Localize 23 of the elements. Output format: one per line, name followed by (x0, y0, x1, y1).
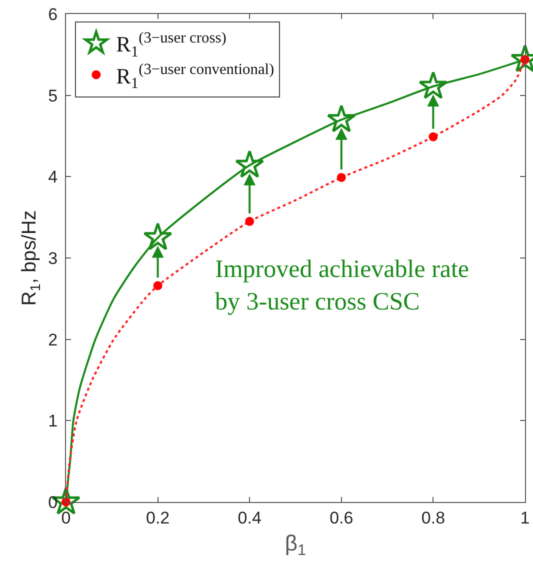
y-tick-label: 2 (48, 330, 58, 350)
point (235, 150, 264, 178)
x-tick-label: 0.6 (330, 508, 354, 528)
y-tick-label: 0 (48, 492, 58, 512)
x-tick-label: 0 (61, 508, 71, 528)
y-tick-label: 4 (48, 168, 58, 187)
point (336, 172, 346, 182)
y-tick-label: 1 (48, 412, 58, 431)
point (418, 71, 448, 99)
annotation: Improved achievable rate by 3-user cross CSC (215, 256, 470, 316)
x-tick-label: 0.4 (238, 508, 262, 528)
x-tick-label: 0.8 (421, 508, 446, 528)
x-axis-title: β$_{1}$ (284, 530, 306, 559)
x-tick-label: 0.2 (146, 508, 170, 528)
point (245, 216, 254, 226)
point (326, 104, 356, 132)
point (428, 132, 438, 142)
point (153, 281, 162, 290)
point (143, 222, 172, 250)
x-tick-label: 1 (520, 508, 530, 528)
y-tick-label: 6 (48, 4, 58, 24)
y-tick-label: 3 (48, 248, 58, 268)
y-tick-label: 5 (48, 86, 58, 106)
